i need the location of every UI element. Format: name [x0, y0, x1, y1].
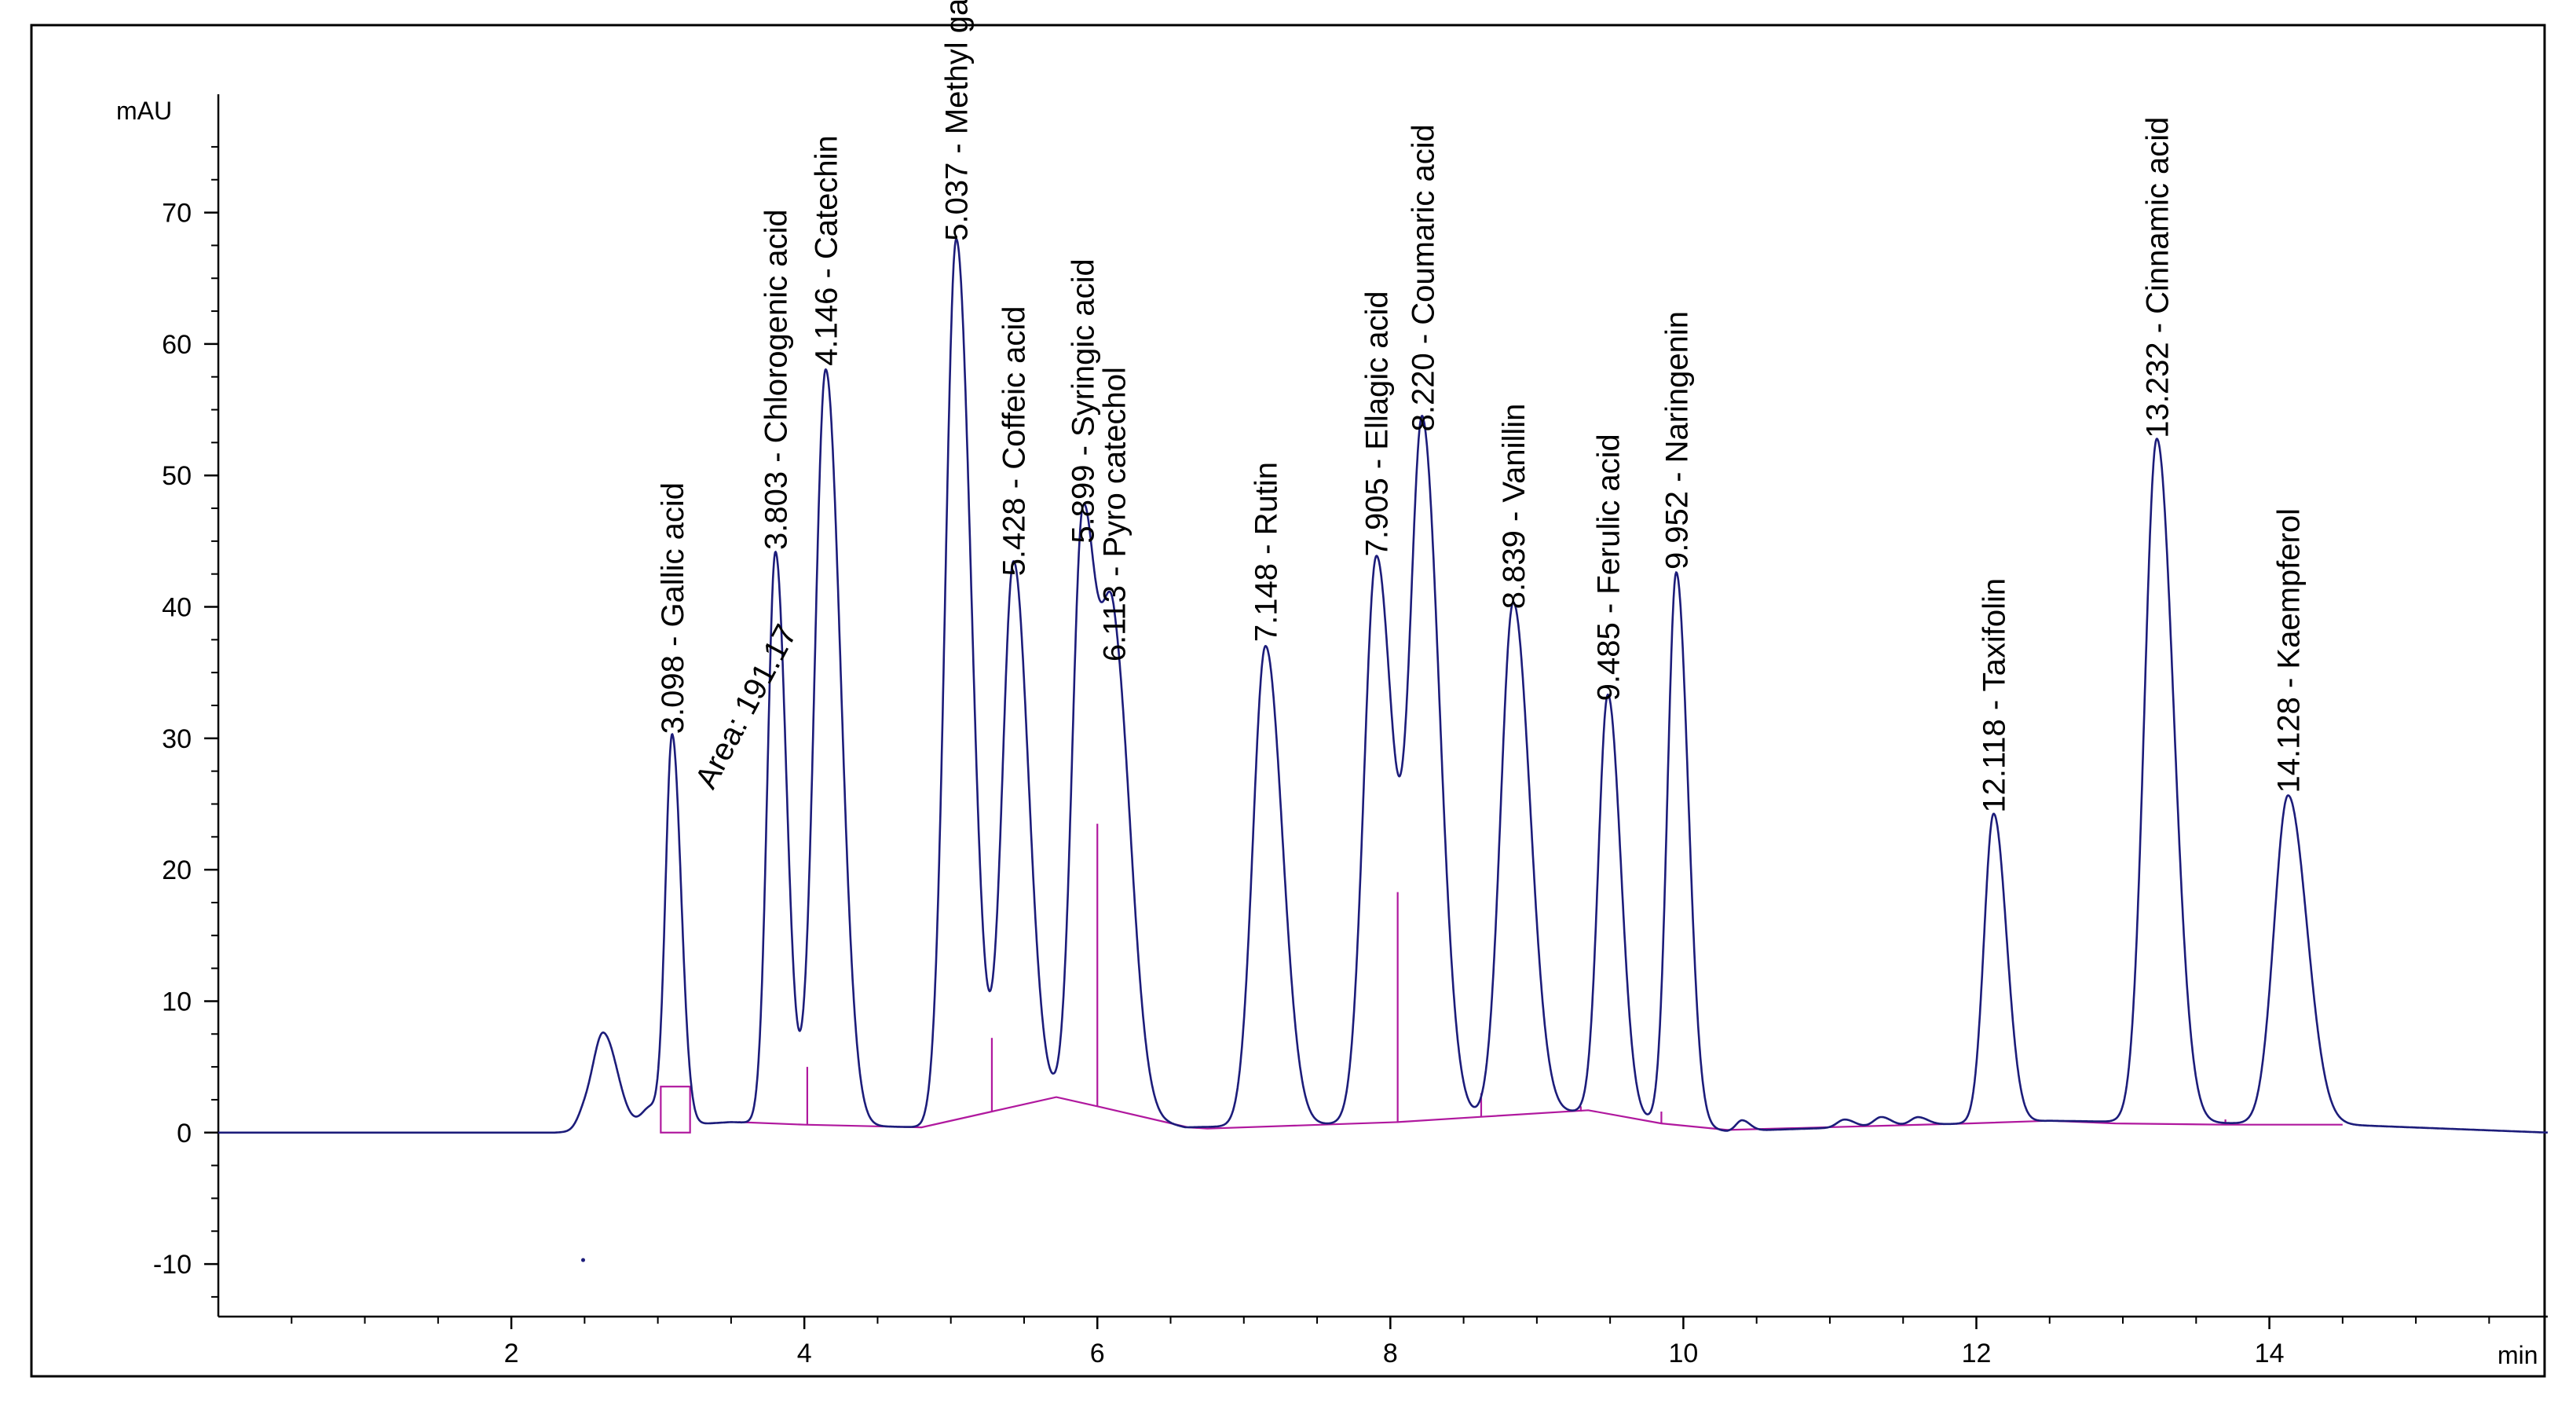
y-tick-label: 10 [162, 987, 192, 1017]
integration-baseline [580, 823, 2343, 1262]
peak-label: 12.118 - Taxifolin [1978, 578, 2012, 813]
peak-label: 4.146 - Catechin [809, 135, 843, 366]
y-tick-label: 0 [177, 1119, 192, 1148]
y-tick-label: 50 [162, 461, 192, 491]
peak-label: 7.148 - Rutin [1249, 462, 1283, 642]
y-tick-label: -10 [153, 1250, 192, 1280]
y-axis-unit-label: mAU [116, 97, 172, 125]
tick-labels: -10 0 10 20 30 40 50 60 70 2 4 6 8 10 12 14 [153, 199, 2285, 1368]
peak-label: 5.428 - Coffeic acid [997, 306, 1032, 577]
x-tick-label: 12 [1962, 1339, 1992, 1368]
stray-data-point [580, 1258, 585, 1262]
peak-label: 7.905 - Ellagic acid [1360, 291, 1395, 556]
peak-label: 13.232 - Cinnamic acid [2140, 117, 2175, 438]
signal-trace [218, 237, 2549, 1134]
peak-label: 5.899 - Syringic acid [1066, 258, 1100, 543]
x-axis-unit-label: min [2497, 1341, 2538, 1369]
area-integration-box [660, 1086, 691, 1134]
tick-marks [204, 145, 2490, 1329]
peak-label: 9.952 - Naringenin [1659, 311, 1694, 570]
y-tick-label: 70 [162, 199, 192, 229]
x-tick-label: 14 [2255, 1339, 2285, 1368]
y-tick-label: 60 [162, 330, 192, 360]
x-tick-label: 2 [504, 1339, 519, 1368]
peak-label: 8.839 - Vanillin [1497, 404, 1531, 610]
y-tick-label: 20 [162, 855, 192, 885]
peak-label: 6.113 - Pyro catechol [1097, 367, 1132, 661]
peak-label: 8.220 - Coumaric acid [1406, 124, 1440, 431]
peak-annotations: 3.098 - Gallic acid 3.803 - Chlorogenic a… [656, 0, 2307, 813]
y-tick-label: 30 [162, 724, 192, 754]
y-tick-label: 40 [162, 593, 192, 623]
x-tick-label: 6 [1090, 1339, 1105, 1368]
peak-label: 14.128 - Kaempferol [2271, 508, 2306, 793]
integration-baseline-line [738, 1096, 2343, 1131]
x-tick-label: 8 [1383, 1339, 1398, 1368]
peak-label: 3.803 - Chlorogenic acid [759, 209, 793, 550]
x-tick-label: 10 [1668, 1339, 1698, 1368]
axes [217, 94, 2548, 1318]
x-tick-label: 4 [797, 1339, 812, 1368]
peak-label: 3.098 - Gallic acid [656, 482, 690, 734]
plot-frame [30, 24, 2546, 1378]
peak-label: 5.037 - Methyl gallate [940, 0, 975, 241]
peak-label: 9.485 - Ferulic acid [1591, 434, 1626, 701]
